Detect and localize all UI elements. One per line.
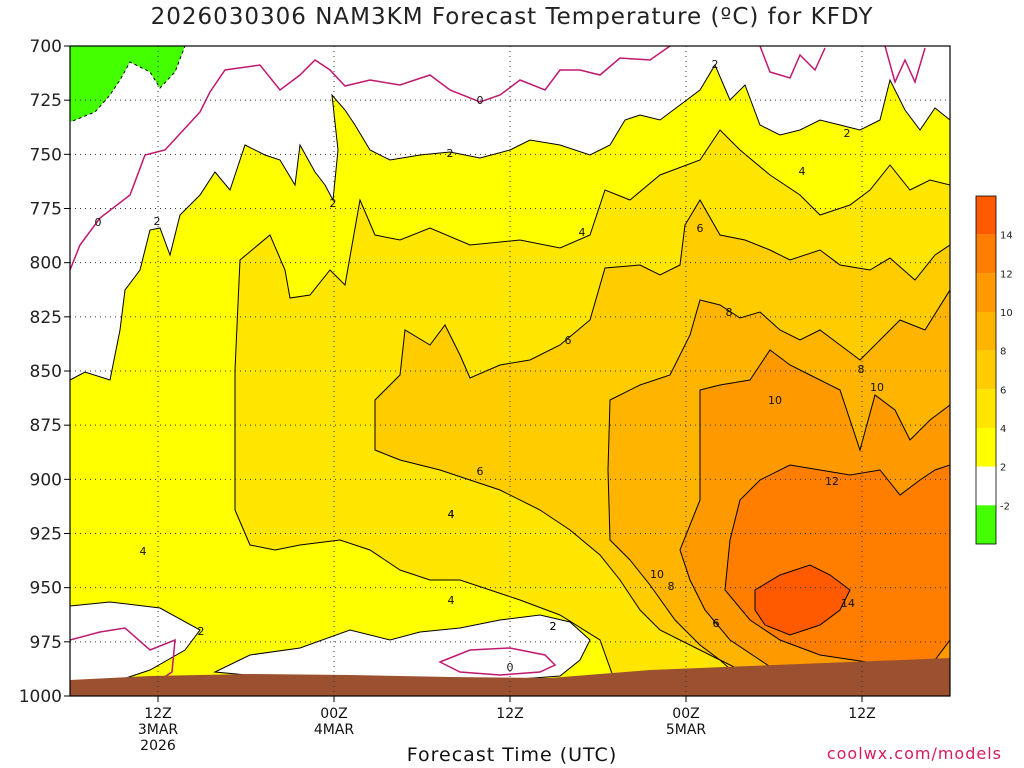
contour-label: 14 xyxy=(841,597,855,610)
y-tick-label: 825 xyxy=(30,308,62,328)
x-tick-label: 2026 xyxy=(140,738,176,754)
contour-label: 2 xyxy=(550,620,557,633)
colorbar-swatch xyxy=(976,505,996,544)
colorbar-swatch xyxy=(976,428,996,467)
contour-label: 0 xyxy=(477,94,484,107)
x-tick-label: 12Z xyxy=(144,706,171,722)
y-tick-label: 950 xyxy=(30,579,62,599)
contour-label: 0 xyxy=(95,216,102,229)
freezing-contour-top-right xyxy=(759,46,926,85)
colorbar-frame xyxy=(975,195,997,545)
colorbar-swatch xyxy=(976,466,996,506)
y-tick-label: 800 xyxy=(30,254,62,274)
contour-label: 2 xyxy=(447,147,454,160)
y-axis: 700 725 750 775 800 825 850 875 900 925 950 975 1000 xyxy=(19,37,70,707)
y-tick-label: 850 xyxy=(30,362,62,382)
colorbar-label: -2 xyxy=(1000,501,1010,512)
contour-label: 2 xyxy=(330,197,337,210)
x-tick-label: 3MAR xyxy=(138,722,179,738)
colorbar-label: 4 xyxy=(1000,424,1006,435)
x-tick-label: 4MAR xyxy=(314,722,355,738)
freezing-contour-bottom-mid xyxy=(438,647,557,676)
y-tick-label: 875 xyxy=(30,416,62,436)
colorbar-swatch xyxy=(976,350,996,390)
x-axis-label: Forecast Time (UTC) xyxy=(406,744,618,766)
colorbar-label: 12 xyxy=(1000,269,1013,280)
colorbar-label: 10 xyxy=(1000,308,1013,319)
colorbar-swatch xyxy=(976,312,996,351)
contour-label: 8 xyxy=(668,580,675,593)
y-tick-label: 925 xyxy=(30,525,62,545)
x-tick-label: 12Z xyxy=(848,706,875,722)
contour-label: 4 xyxy=(448,594,455,607)
contour-label: 6 xyxy=(565,334,572,347)
colorbar-label: 6 xyxy=(1000,385,1006,396)
ground-surface xyxy=(70,658,950,696)
credit-text: coolwx.com/models xyxy=(826,744,1002,763)
y-tick-label: 1000 xyxy=(19,687,62,707)
colorbar-label: 14 xyxy=(1000,231,1013,242)
colorbar-swatch xyxy=(976,389,996,428)
contour-label: 10 xyxy=(768,394,782,407)
contour-label: 4 xyxy=(448,508,455,521)
contour-label: 6 xyxy=(697,222,704,235)
contour-label: 6 xyxy=(477,465,484,478)
contour-label: 2 xyxy=(198,625,205,638)
band-below-zero xyxy=(70,46,186,123)
freezing-contour-bottom-left xyxy=(70,627,176,681)
colorbar-label: 2 xyxy=(1000,463,1006,474)
grid-lines xyxy=(70,46,950,696)
contour-label: 8 xyxy=(726,306,733,319)
contour-label: 10 xyxy=(870,381,884,394)
colorbar-swatch xyxy=(976,234,996,274)
x-tick-label: 12Z xyxy=(496,706,523,722)
contour-label: 2 xyxy=(550,620,557,633)
contour-label: 2 xyxy=(712,58,719,71)
colorbar-swatch xyxy=(976,273,996,312)
contour-label: 4 xyxy=(579,226,586,239)
colorbar: -2 2 4 6 8 10 12 14 xyxy=(975,195,1013,545)
y-tick-label: 700 xyxy=(30,37,62,57)
contour-label: 4 xyxy=(448,508,455,521)
y-tick-label: 975 xyxy=(30,633,62,653)
colorbar-label: 8 xyxy=(1000,347,1006,358)
contour-label: 0 xyxy=(507,661,514,674)
y-tick-label: 900 xyxy=(30,470,62,490)
contour-label: 8 xyxy=(858,363,865,376)
y-tick-label: 725 xyxy=(30,91,62,111)
contour-label: 6 xyxy=(713,617,720,630)
contour-label: 10 xyxy=(650,568,664,581)
colorbar-swatch xyxy=(976,196,996,235)
y-tick-label: 775 xyxy=(30,200,62,220)
contour-label: 2 xyxy=(844,127,851,140)
y-tick-label: 750 xyxy=(30,145,62,165)
contour-label: 6 xyxy=(713,617,720,630)
contour-label: 4 xyxy=(799,165,806,178)
chart-title: 2026030306 NAM3KM Forecast Temperature (… xyxy=(150,4,874,30)
contour-label: 4 xyxy=(140,545,147,558)
band-14-plus xyxy=(754,564,851,636)
x-tick-label: 00Z xyxy=(320,706,347,722)
contour-label: 12 xyxy=(825,475,839,488)
x-tick-label: 00Z xyxy=(672,706,699,722)
contour-label: 2 xyxy=(154,215,161,228)
x-tick-label: 5MAR xyxy=(666,722,707,738)
